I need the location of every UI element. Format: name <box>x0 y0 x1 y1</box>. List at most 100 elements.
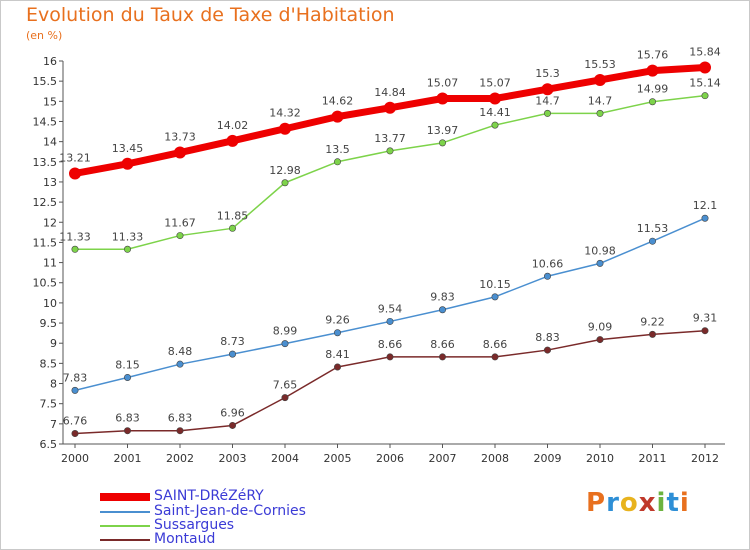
y-tick-label: 7 <box>50 418 57 431</box>
data-label: 6.83 <box>115 412 140 425</box>
data-label: 14.7 <box>535 94 560 107</box>
data-point <box>491 121 499 129</box>
x-tick-label: 2003 <box>219 452 247 465</box>
y-tick-label: 8.5 <box>40 357 58 370</box>
data-point <box>174 146 186 159</box>
data-point <box>491 353 499 361</box>
data-point <box>226 134 239 147</box>
y-tick-label: 8 <box>50 378 57 391</box>
x-tick-label: 2002 <box>166 452 194 465</box>
data-point <box>71 386 79 394</box>
data-label: 15.14 <box>689 77 721 90</box>
x-tick-label: 2009 <box>534 452 562 465</box>
data-point <box>71 245 79 253</box>
data-label: 10.66 <box>532 257 564 270</box>
data-point <box>333 363 341 371</box>
data-point <box>281 340 289 348</box>
y-tick-label: 10.5 <box>33 277 58 290</box>
data-point <box>489 92 501 105</box>
legend-swatch-saint-jean-de-cornies <box>100 511 150 513</box>
data-point <box>281 394 289 402</box>
y-tick-label: 16 <box>43 55 57 68</box>
data-label: 14.41 <box>479 106 511 119</box>
data-point <box>124 245 132 253</box>
data-point <box>229 421 237 429</box>
data-label: 8.15 <box>115 358 140 371</box>
data-label: 9.26 <box>325 314 350 327</box>
x-tick-label: 2005 <box>324 452 352 465</box>
data-label: 9.22 <box>640 315 665 328</box>
data-label: 7.83 <box>63 371 88 384</box>
y-tick-label: 11.5 <box>33 236 58 249</box>
data-label: 8.83 <box>535 331 560 344</box>
logo-letter: o <box>619 488 639 518</box>
data-point <box>646 64 659 77</box>
x-tick-label: 2006 <box>376 452 404 465</box>
data-label: 8.73 <box>220 335 245 348</box>
data-point <box>229 350 237 358</box>
data-point <box>333 158 341 166</box>
chart-subtitle: (en %) <box>26 29 63 42</box>
data-point <box>436 92 449 105</box>
data-label: 13.21 <box>59 151 91 164</box>
x-tick-label: 2008 <box>481 452 509 465</box>
logo-letter: i <box>656 488 667 518</box>
data-point <box>279 122 291 135</box>
logo-letter: t <box>666 488 680 518</box>
x-tick-label: 2007 <box>429 452 457 465</box>
data-label: 15.07 <box>479 76 511 89</box>
data-point <box>543 346 551 354</box>
data-label: 8.48 <box>168 345 193 358</box>
legend-label-saint-jean-de-cornies: Saint-Jean-de-Cornies <box>154 503 306 519</box>
data-label: 11.53 <box>637 222 669 235</box>
data-label: 7.65 <box>273 379 298 392</box>
data-point <box>386 353 394 361</box>
y-tick-label: 13 <box>43 176 57 189</box>
data-point <box>701 92 709 100</box>
data-point <box>281 179 289 187</box>
data-label: 11.85 <box>217 209 249 222</box>
data-label: 15.53 <box>584 58 616 71</box>
data-point <box>176 360 184 368</box>
data-label: 9.31 <box>693 312 718 325</box>
data-point <box>71 430 79 438</box>
data-label: 8.41 <box>325 348 350 361</box>
data-point <box>124 373 132 381</box>
data-point <box>333 329 341 337</box>
legend-swatch-saint-drezery <box>100 493 150 501</box>
logo-letter: i <box>679 488 690 518</box>
data-point <box>543 109 551 117</box>
data-point <box>438 139 446 147</box>
y-tick-label: 7.5 <box>40 398 58 411</box>
data-label: 10.98 <box>584 244 616 257</box>
y-tick-label: 12.5 <box>33 196 58 209</box>
legend-swatch-sussargues <box>100 525 150 527</box>
data-point <box>386 317 394 325</box>
data-label: 10.15 <box>479 278 511 291</box>
data-label: 8.66 <box>430 338 455 351</box>
data-label: 13.77 <box>374 132 406 145</box>
proxiti-logo: Proxiti <box>586 488 690 518</box>
data-label: 8.66 <box>483 338 508 351</box>
data-point <box>648 237 656 245</box>
legend-swatch-montaud <box>100 539 150 541</box>
data-point <box>69 167 81 180</box>
data-label: 11.33 <box>59 230 91 243</box>
data-point <box>438 306 446 314</box>
data-label: 6.83 <box>168 412 193 425</box>
data-point <box>701 214 709 222</box>
data-label: 14.7 <box>588 94 613 107</box>
legend-label-sussargues: Sussargues <box>154 517 235 533</box>
data-point <box>596 109 604 117</box>
x-tick-label: 2001 <box>114 452 142 465</box>
data-label: 13.97 <box>427 124 459 137</box>
series-line <box>74 63 706 177</box>
x-tick-label: 2004 <box>271 452 299 465</box>
y-tick-label: 9.5 <box>40 317 58 330</box>
y-tick-label: 13.5 <box>33 156 58 169</box>
data-label: 15.84 <box>689 45 721 58</box>
data-label: 14.32 <box>269 107 301 120</box>
data-point <box>386 147 394 155</box>
data-label: 9.54 <box>378 302 403 315</box>
